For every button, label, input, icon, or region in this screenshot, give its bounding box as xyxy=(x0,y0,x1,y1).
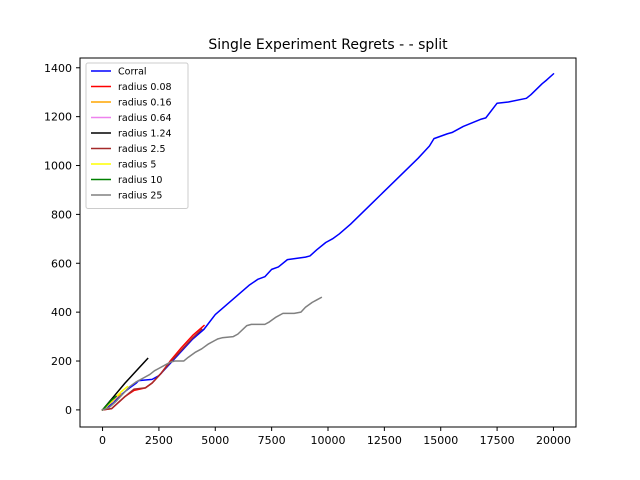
series-line-7 xyxy=(101,395,118,411)
legend-label-7: radius 10 xyxy=(118,175,162,186)
x-tick-label: 7500 xyxy=(258,434,286,447)
y-tick-label: 0 xyxy=(65,404,72,417)
x-tick-label: 12500 xyxy=(367,434,402,447)
y-tick-label: 1200 xyxy=(44,111,72,124)
legend-box xyxy=(85,62,189,209)
y-tick-label: 600 xyxy=(51,257,72,270)
x-tick-label: 5000 xyxy=(201,434,229,447)
y-tick-label: 200 xyxy=(51,355,72,368)
y-tick-label: 1400 xyxy=(44,62,72,75)
x-tick-label: 17500 xyxy=(480,434,515,447)
x-tick-label: 10000 xyxy=(311,434,346,447)
legend-label-2: radius 0.16 xyxy=(118,98,172,109)
chart-title: Single Experiment Regrets - - split xyxy=(208,37,448,53)
legend-label-1: radius 0.08 xyxy=(118,82,172,93)
legend-label-3: radius 0.64 xyxy=(118,113,172,124)
x-tick-label: 2500 xyxy=(145,434,173,447)
x-tick-label: 20000 xyxy=(536,434,571,447)
legend: Corral radius 0.08 radius 0.16 radius 0.64 r… xyxy=(85,62,189,209)
series-line-0 xyxy=(101,72,555,411)
x-tick-label: 0 xyxy=(99,434,106,447)
y-tick-label: 1000 xyxy=(44,160,72,173)
y-axis: 0 200 400 600 800 1000 1200 1400 xyxy=(44,62,80,417)
legend-label-0: Corral xyxy=(118,67,147,78)
series-line-5 xyxy=(101,328,203,411)
y-tick-label: 400 xyxy=(51,306,72,319)
series-line-8 xyxy=(101,296,323,411)
y-tick-label: 800 xyxy=(51,208,72,221)
legend-label-4: radius 1.24 xyxy=(118,129,172,140)
legend-label-5: radius 2.5 xyxy=(118,144,166,155)
x-tick-label: 15000 xyxy=(423,434,458,447)
x-axis: 0 2500 5000 7500 10000 12500 15000 17500 20000 xyxy=(99,427,571,447)
legend-label-6: radius 5 xyxy=(118,160,156,171)
legend-label-8: radius 25 xyxy=(118,191,162,202)
